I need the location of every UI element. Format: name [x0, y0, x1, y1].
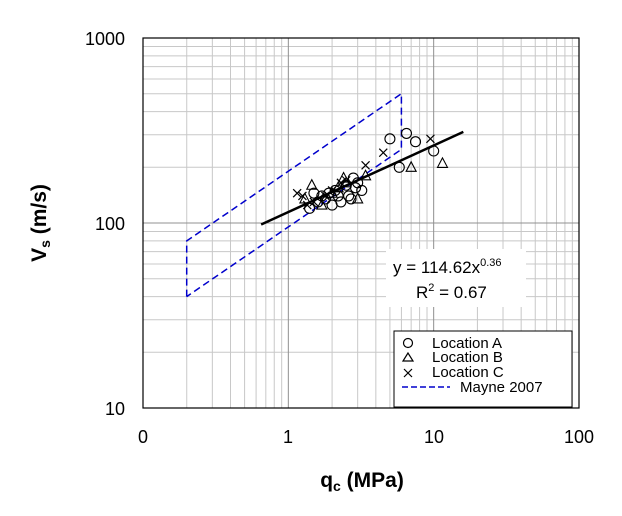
- data-point-location-b: [436, 156, 449, 168]
- plot-frame: [142, 37, 580, 409]
- y-tick-label: 1000: [85, 29, 125, 49]
- cross-stroke: [378, 148, 388, 158]
- x-tick-labels: 0 1 10 100: [138, 427, 594, 447]
- legend-box: [393, 330, 573, 408]
- y-tick-label: 10: [105, 399, 125, 419]
- data-point-location-b: [351, 192, 364, 204]
- data-point-location-c: [361, 160, 370, 170]
- equation-text: y = 114.62x0.36: [393, 257, 502, 277]
- legend: Location A Location B Location C Mayne 2…: [393, 330, 573, 408]
- mayne-2007-line: [185, 92, 403, 298]
- data-point-location-c: [378, 148, 388, 158]
- data-point-location-b: [315, 198, 328, 210]
- cross-stroke: [426, 134, 435, 144]
- cross-stroke: [321, 191, 330, 201]
- data-point-location-a: [335, 196, 347, 208]
- y-tick-labels: 10 100 1000: [85, 29, 125, 419]
- data-point-location-a: [316, 190, 328, 202]
- data-point-location-a: [400, 127, 413, 139]
- data-point-location-a: [319, 193, 331, 205]
- data-point-location-b: [305, 178, 318, 190]
- legend-label-mayne: Mayne 2007: [460, 379, 543, 396]
- data-point-location-c: [426, 134, 435, 144]
- data-points: [292, 127, 449, 214]
- data-point-location-c: [336, 178, 346, 188]
- data-point-location-a: [345, 193, 357, 205]
- data-point-location-b: [405, 160, 418, 172]
- legend-cross-marker: [403, 368, 413, 378]
- data-point-location-a: [384, 133, 396, 145]
- regression-annotation: y = 114.62x0.36 R2 = 0.67: [386, 249, 526, 307]
- x-tick-label: 0: [138, 427, 148, 447]
- cross-stroke: [297, 191, 307, 201]
- cross-stroke: [302, 200, 312, 210]
- data-point-location-c: [309, 197, 319, 207]
- y-tick-label: 100: [95, 214, 125, 234]
- x-tick-label: 10: [424, 427, 444, 447]
- cross-stroke: [292, 188, 302, 198]
- cross-stroke: [361, 160, 370, 170]
- legend-circle-marker: [402, 337, 414, 349]
- cross-stroke: [336, 178, 346, 188]
- mayne-2007-envelope: [185, 92, 403, 298]
- data-point-location-b: [340, 176, 353, 188]
- x-axis-title: qc (MPa): [320, 469, 404, 494]
- data-point-location-a: [308, 187, 320, 199]
- x-tick-label: 1: [283, 427, 293, 447]
- legend-label-b: Location B: [432, 349, 503, 366]
- annotation-box: [386, 249, 526, 307]
- data-point-location-c: [341, 175, 351, 185]
- legend-label-c: Location C: [432, 364, 504, 381]
- data-point-location-a: [393, 161, 405, 173]
- data-point-location-c: [321, 191, 330, 201]
- legend-triangle-marker: [401, 351, 415, 362]
- x-tick-label: 100: [564, 427, 594, 447]
- r-squared-text: R2 = 0.67: [416, 282, 487, 302]
- cross-stroke: [341, 175, 351, 185]
- data-point-location-c: [302, 200, 312, 210]
- data-point-location-c: [292, 188, 302, 198]
- legend-label-a: Location A: [432, 335, 502, 352]
- cross-stroke: [327, 185, 337, 195]
- data-point-location-c: [327, 185, 337, 195]
- y-axis-title: Vs (m/s): [28, 184, 53, 262]
- cross-stroke: [309, 197, 319, 207]
- data-point-location-a: [343, 190, 355, 202]
- data-point-location-a: [304, 202, 316, 214]
- data-point-location-a: [349, 182, 362, 194]
- data-point-location-a: [409, 136, 422, 148]
- data-point-location-c: [297, 191, 307, 201]
- data-point-location-a: [356, 184, 368, 196]
- data-point-location-a: [428, 145, 440, 157]
- data-point-location-b: [359, 169, 372, 181]
